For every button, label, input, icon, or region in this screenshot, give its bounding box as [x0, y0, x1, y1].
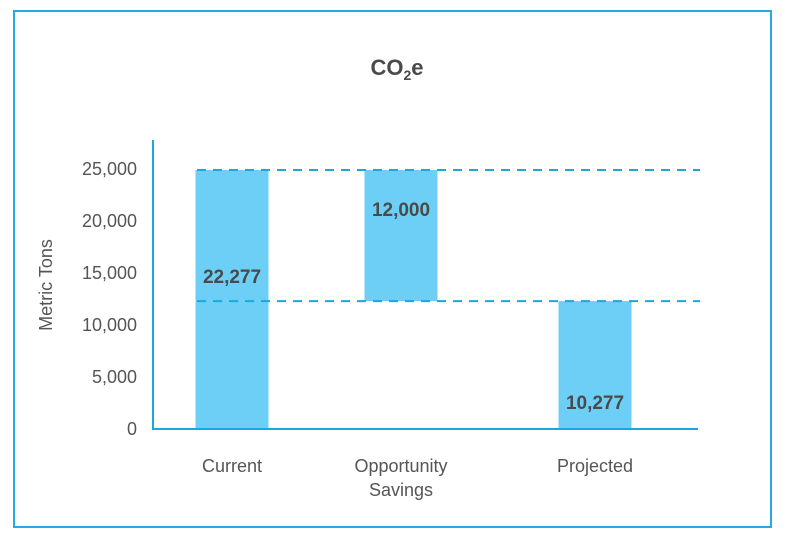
y-tick-label: 20,000: [82, 211, 137, 231]
chart-title-main: CO: [370, 55, 403, 80]
y-tick-label: 5,000: [92, 367, 137, 387]
y-tick-label: 10,000: [82, 315, 137, 335]
bar-1: [195, 170, 269, 430]
x-category-label: Projected: [557, 456, 633, 476]
chart-title-subscript: 2: [403, 67, 411, 83]
x-category-label: Opportunity: [354, 456, 447, 476]
chart-title-suffix: e: [411, 55, 423, 80]
data-label: 12,000: [372, 200, 430, 221]
y-tick-label: 25,000: [82, 159, 137, 179]
bar-2: [364, 170, 438, 302]
y-tick-label: 0: [127, 419, 137, 439]
y-axis-label: Metric Tons: [36, 239, 56, 331]
y-tick-label: 15,000: [82, 263, 137, 283]
data-label: 22,277: [203, 267, 261, 288]
x-category-label: Current: [202, 456, 262, 476]
bar-3: [558, 301, 632, 429]
data-label: 10,277: [566, 393, 624, 414]
x-category-label: Savings: [369, 480, 433, 500]
chart-title: CO2e: [370, 55, 423, 83]
